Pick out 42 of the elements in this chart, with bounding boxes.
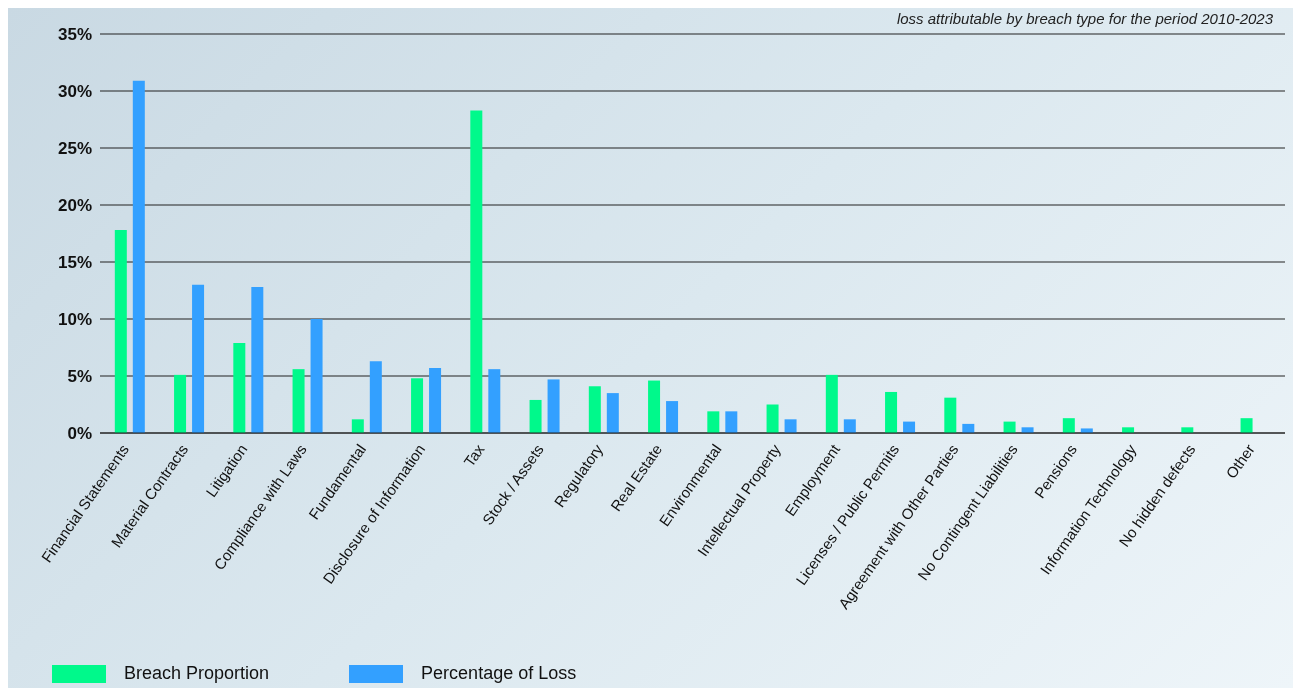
bar: [707, 411, 720, 433]
bar: [192, 284, 205, 433]
x-tick-label: Tax: [460, 440, 488, 470]
bar: [666, 401, 679, 433]
bar: [292, 369, 305, 433]
bar: [251, 287, 264, 433]
y-tick-label: 10%: [57, 310, 92, 330]
y-tick-label: 35%: [57, 25, 92, 45]
bar: [843, 419, 856, 433]
y-tick-label: 0%: [67, 424, 92, 444]
bar: [1240, 418, 1253, 433]
bar: [411, 378, 424, 433]
bar: [132, 80, 145, 433]
bar: [588, 386, 601, 433]
bar: [114, 230, 127, 433]
chart-subtitle: loss attributable by breach type for the period 2010-2023: [896, 10, 1273, 27]
y-tick-label: 5%: [67, 367, 92, 387]
bar: [470, 110, 483, 433]
bar: [174, 374, 187, 433]
legend-label: Breach Proportion: [124, 663, 270, 684]
y-tick-label: 15%: [57, 253, 92, 273]
bar: [547, 379, 560, 433]
bar: [310, 319, 323, 433]
bar: [351, 419, 364, 433]
legend-label: Percentage of Loss: [421, 663, 577, 684]
bar: [369, 361, 382, 433]
y-tick-label: 30%: [57, 82, 92, 102]
bar: [488, 369, 501, 433]
bar: [784, 419, 797, 433]
bar: [648, 380, 661, 433]
bar: [1062, 418, 1075, 433]
bar: [606, 393, 619, 433]
bar: [944, 397, 957, 433]
bar: [725, 411, 738, 433]
bar: [766, 404, 779, 433]
bar: [429, 368, 442, 433]
bar: [529, 399, 542, 433]
bar: [233, 342, 246, 433]
bar: [825, 374, 838, 433]
bar: [885, 391, 898, 433]
y-tick-label: 20%: [57, 196, 92, 216]
y-tick-label: 25%: [57, 139, 92, 159]
